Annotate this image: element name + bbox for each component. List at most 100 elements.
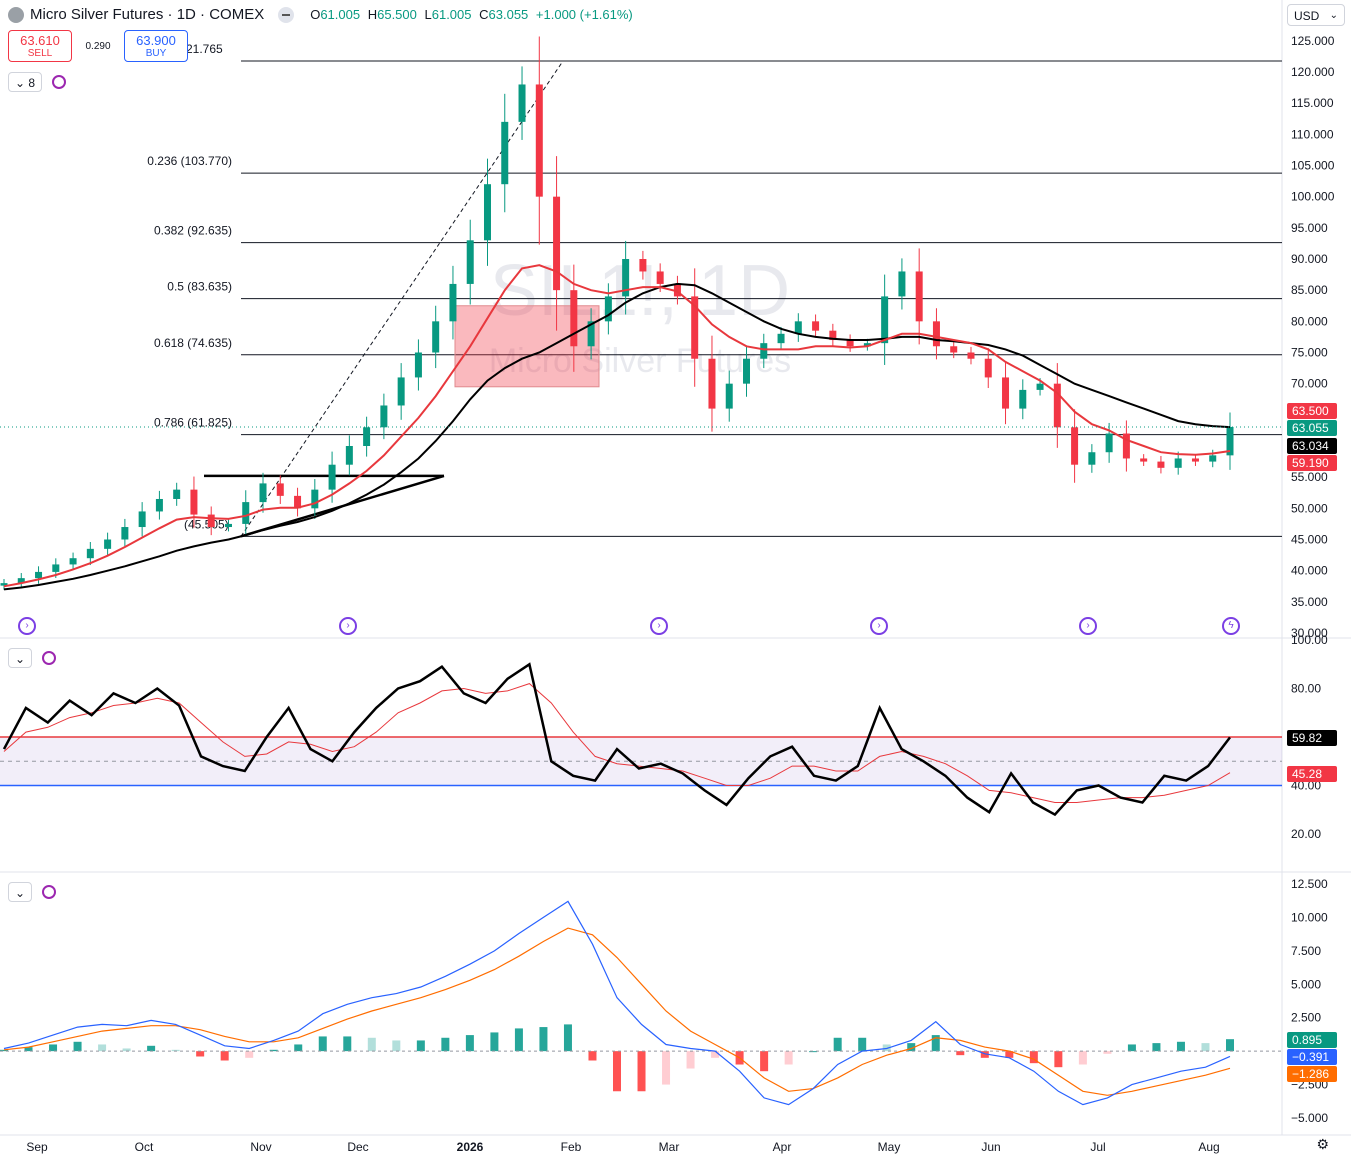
time-axis-label: Nov [250, 1140, 271, 1154]
candle-body [207, 514, 215, 528]
event-marker-icon[interactable]: › [18, 617, 36, 635]
price-tag-bg [1287, 420, 1337, 436]
macd-histogram-bar [416, 1040, 425, 1052]
candle-body [138, 511, 146, 528]
candle-body [1036, 383, 1044, 390]
currency-select[interactable]: USD ⌄ [1287, 4, 1345, 26]
indicator-controls: ⌄ 8 [8, 72, 67, 92]
macd-axis-tick: −5.000 [1291, 1111, 1328, 1125]
candle-body [259, 483, 267, 503]
candle-body [69, 558, 77, 565]
price-tag-label: 63.500 [1292, 404, 1329, 418]
event-marker-icon[interactable]: › [650, 617, 668, 635]
macd-histogram-bar [73, 1041, 82, 1052]
macd-tag-label: −1.286 [1292, 1067, 1329, 1081]
macd-histogram-bar [1078, 1051, 1087, 1065]
candle-body [725, 383, 733, 409]
candle-body [501, 121, 509, 185]
candle-body [173, 489, 181, 499]
time-axis-label: Feb [561, 1140, 582, 1154]
price-axis-tick: 110.000 [1291, 127, 1334, 141]
candle-body [242, 502, 250, 524]
macd-histogram-bar [907, 1043, 916, 1052]
macd-histogram-bar [784, 1051, 793, 1065]
macd-tag-label: −0.391 [1292, 1050, 1329, 1064]
eye-hide-icon[interactable] [278, 6, 295, 23]
sell-price: 63.610 [20, 33, 60, 48]
candle-body [1122, 433, 1130, 459]
candle-body [673, 283, 681, 297]
time-axis-label: May [878, 1140, 901, 1154]
candle-body [812, 321, 820, 331]
ma-fast-line [3, 264, 1231, 588]
candle-body [155, 498, 163, 512]
fib-trend-dashed [240, 60, 564, 537]
macd-histogram-bar [220, 1051, 229, 1061]
candle-body [397, 377, 405, 406]
fib-level-label: 0.618 (74.635) [154, 336, 232, 350]
watermark-name: Micro Silver Futures [489, 342, 791, 380]
price-axis-tick: 85.000 [1291, 283, 1328, 297]
lightning-event-icon[interactable]: ϟ [1222, 617, 1240, 635]
candle-body [294, 495, 302, 509]
fib-level-label: 0.5 (83.635) [167, 280, 232, 294]
gear-icon[interactable]: ⚙ [1316, 1136, 1329, 1152]
candle-body [553, 196, 561, 291]
candle-body [760, 343, 768, 359]
price-axis-tick: 100.000 [1291, 190, 1335, 204]
candle-body [691, 296, 699, 359]
time-axis-label: Sep [26, 1140, 48, 1154]
macd-histogram-bar [1176, 1041, 1185, 1052]
candle-body [984, 358, 992, 378]
macd-histogram-bar [588, 1051, 597, 1061]
symbol-title[interactable]: Micro Silver Futures · 1D · COMEX [30, 6, 265, 23]
event-marker-icon[interactable]: › [339, 617, 357, 635]
macd-histogram-bar [662, 1051, 671, 1085]
candle-body [1088, 452, 1096, 465]
rsi-collapse-button[interactable]: ⌄ [8, 648, 33, 668]
rsi-tag-label: 45.28 [1292, 767, 1322, 781]
time-axis-label: Apr [773, 1140, 792, 1154]
candle-body [190, 489, 198, 515]
high-label: H [367, 7, 378, 22]
price-axis-tick: 80.000 [1291, 314, 1328, 328]
candle-body [1002, 377, 1010, 409]
macd-axis-tick: 10.000 [1291, 910, 1328, 924]
macd-histogram-bar [931, 1035, 940, 1052]
macd-axis-tick: 2.500 [1291, 1011, 1321, 1025]
candle-body [1174, 458, 1182, 468]
sell-button[interactable]: 63.610 SELL [8, 30, 72, 62]
event-marker-icon[interactable]: › [1079, 617, 1097, 635]
candle-body [1191, 458, 1199, 462]
rsi-refresh-icon[interactable] [42, 651, 57, 665]
macd-histogram-bar [1103, 1051, 1112, 1054]
candle-body [483, 184, 491, 241]
candle-body [518, 84, 526, 122]
macd-histogram-bar [122, 1048, 131, 1052]
candle-body [311, 489, 319, 509]
candle-body [363, 427, 371, 446]
candle-body [915, 271, 923, 322]
macd-refresh-icon[interactable] [42, 885, 57, 899]
refresh-icon[interactable] [52, 75, 67, 89]
rsi-controls: ⌄ [8, 648, 57, 668]
time-axis-label: Aug [1198, 1140, 1219, 1154]
macd-tag-bg [1287, 1049, 1337, 1065]
macd-histogram-bar [1152, 1043, 1161, 1052]
candle-body [328, 464, 336, 490]
price-tag-bg [1287, 455, 1337, 471]
macd-collapse-button[interactable]: ⌄ [8, 882, 33, 902]
candle-body [380, 405, 388, 428]
candle-body [743, 358, 751, 384]
buy-button[interactable]: 63.900 BUY [124, 30, 188, 62]
macd-histogram-bar [294, 1044, 303, 1052]
macd-histogram-bar [147, 1045, 156, 1052]
price-axis-tick: 50.000 [1291, 501, 1328, 515]
candle-body [639, 259, 647, 272]
event-marker-icon[interactable]: › [870, 617, 888, 635]
spread-value: 0.290 [85, 40, 111, 52]
indicators-toggle[interactable]: ⌄ 8 [8, 72, 43, 92]
macd-controls: ⌄ [8, 882, 57, 902]
time-axis-label: Oct [135, 1140, 154, 1154]
